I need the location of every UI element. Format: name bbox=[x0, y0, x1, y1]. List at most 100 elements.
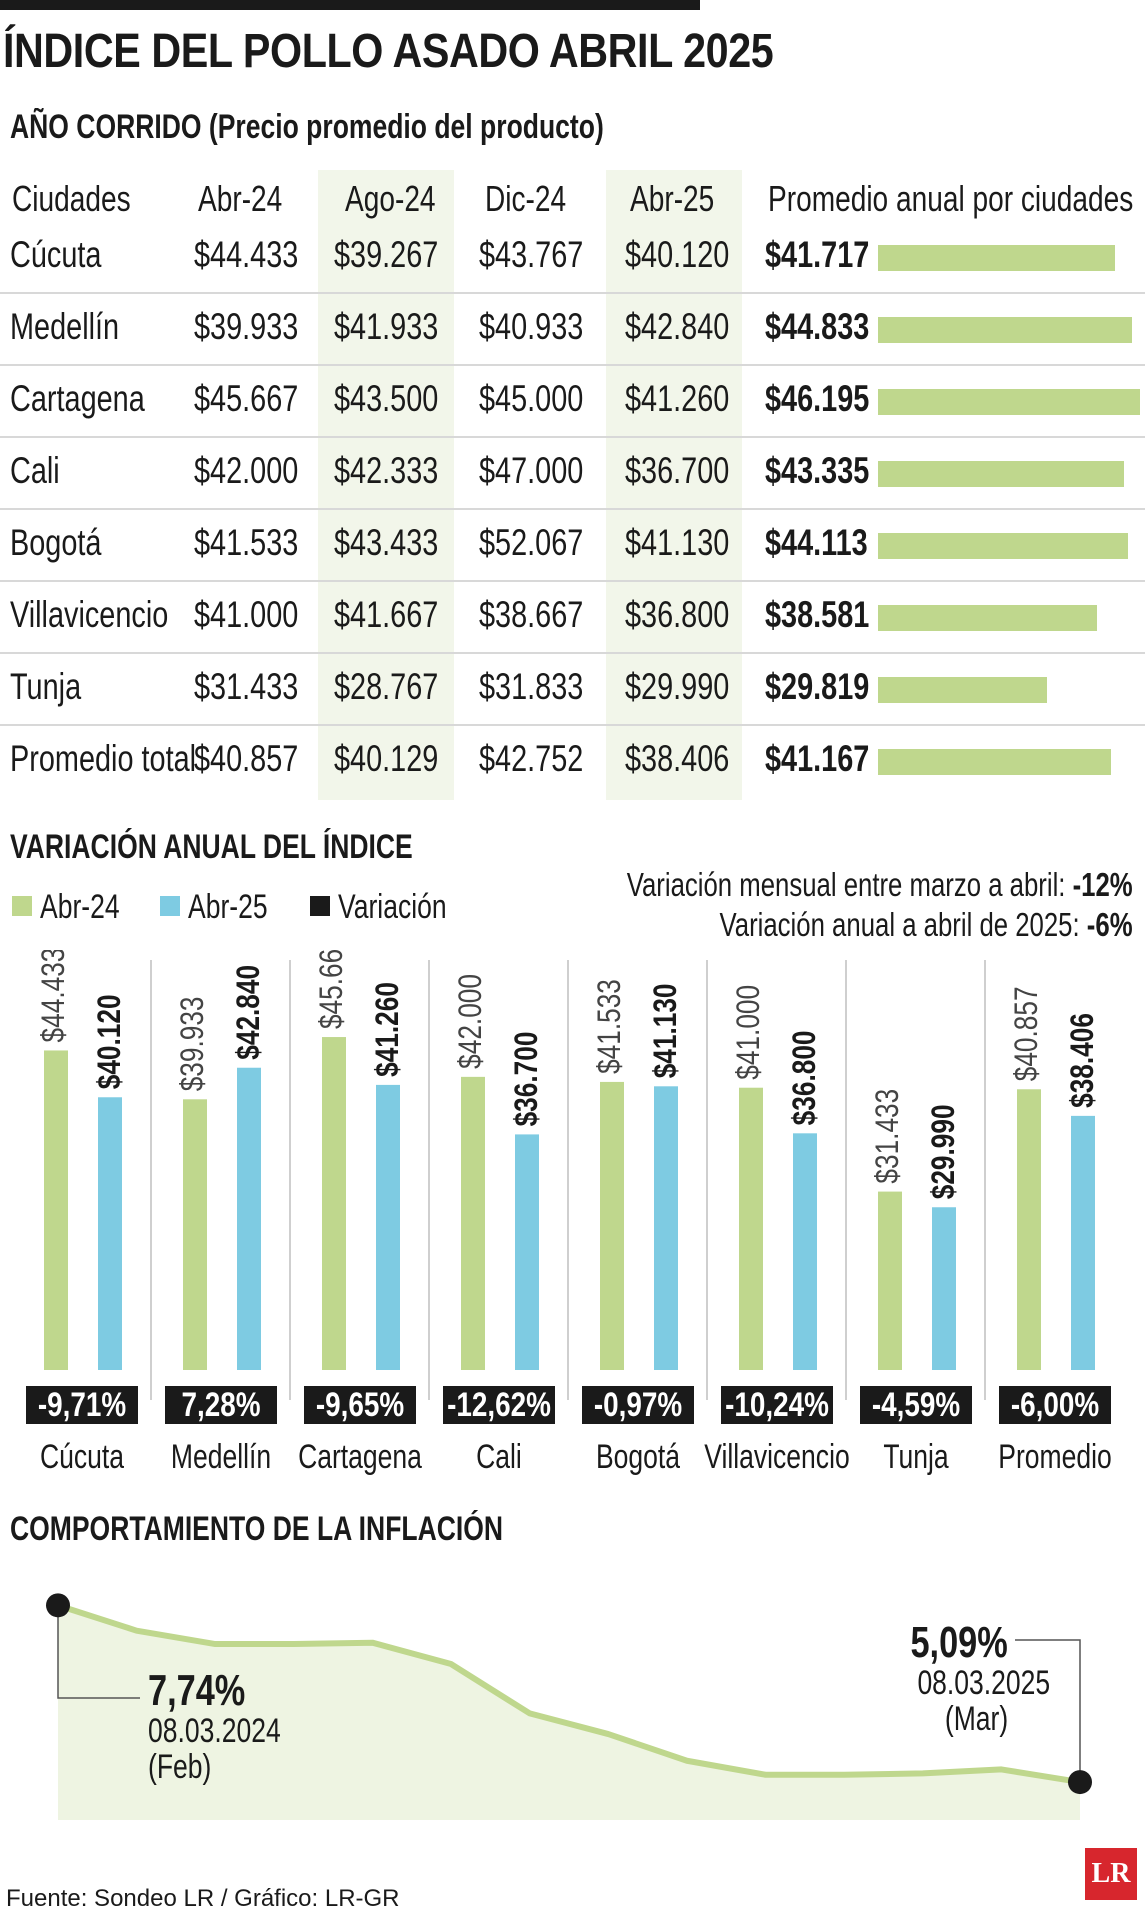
cell-avg: $46.195 bbox=[765, 378, 870, 419]
cell-avg: $41.717 bbox=[765, 234, 870, 275]
cell-dic24: $43.767 bbox=[479, 234, 584, 275]
cell-abr24: $40.857 bbox=[194, 738, 299, 779]
cell-abr24: $41.533 bbox=[194, 522, 299, 563]
category-label: Bogotá bbox=[596, 1438, 680, 1476]
cell-abr25: $41.260 bbox=[625, 378, 730, 419]
category-label: Promedio bbox=[998, 1438, 1111, 1476]
cell-dic24: $38.667 bbox=[479, 594, 584, 635]
bar-abr24 bbox=[1017, 1089, 1041, 1370]
variation-badge bbox=[165, 1386, 277, 1424]
category-label: Cali bbox=[476, 1438, 522, 1476]
header-ciudades: Ciudades bbox=[12, 178, 131, 219]
inflation-line bbox=[57, 1602, 1081, 1786]
cell-abr24: $39.933 bbox=[194, 306, 299, 347]
bar-abr24 bbox=[878, 1191, 902, 1370]
cell-abr25: $36.800 bbox=[625, 594, 730, 635]
variation-label: -6,00% bbox=[1011, 1385, 1099, 1423]
table-row: Cali $42.000 $42.333 $47.000 $36.700 $43… bbox=[0, 438, 1145, 510]
end-month: (Mar) bbox=[944, 1699, 1008, 1738]
table-row: Bogotá $41.533 $43.433 $52.067 $41.130 $… bbox=[0, 510, 1145, 582]
header-dic24: Dic-24 bbox=[485, 178, 567, 219]
bar-abr25 bbox=[654, 1086, 678, 1370]
bar-abr25 bbox=[376, 1084, 400, 1370]
end-point bbox=[1068, 1770, 1092, 1795]
variation-badge bbox=[721, 1386, 833, 1424]
label-abr24: $41.000 bbox=[732, 985, 767, 1080]
label-abr25: $36.800 bbox=[788, 1030, 823, 1125]
avg-bar bbox=[878, 317, 1132, 343]
cell-dic24: $47.000 bbox=[479, 450, 584, 491]
variation-label: -4,59% bbox=[872, 1385, 960, 1423]
bar-abr24 bbox=[44, 1050, 68, 1370]
variation-badge bbox=[443, 1386, 555, 1424]
label-abr24: $45.667 bbox=[315, 950, 350, 1029]
start-leader-line bbox=[57, 1605, 140, 1699]
category-label: Villavicencio bbox=[704, 1438, 849, 1476]
end-value: 5,09% bbox=[910, 1618, 1008, 1667]
cell-dic24: $45.000 bbox=[479, 378, 584, 419]
header-abr25: Abr-25 bbox=[630, 178, 715, 219]
row-divider bbox=[0, 508, 1145, 510]
cell-city: Medellín bbox=[10, 306, 120, 347]
cell-abr25: $41.130 bbox=[625, 522, 730, 563]
variation-badge bbox=[860, 1386, 972, 1424]
row-divider bbox=[0, 652, 1145, 654]
category-label: Tunja bbox=[883, 1438, 948, 1476]
avg-bar bbox=[878, 749, 1111, 775]
label-abr25: $36.700 bbox=[510, 1032, 545, 1127]
row-divider bbox=[0, 436, 1145, 438]
label-abr24: $41.533 bbox=[593, 979, 628, 1074]
variation-badge bbox=[26, 1386, 138, 1424]
cell-city: Cartagena bbox=[10, 378, 145, 419]
variation-label: 7,28% bbox=[181, 1385, 260, 1423]
cell-avg: $44.113 bbox=[765, 522, 868, 563]
cell-abr25: $29.990 bbox=[625, 666, 730, 707]
end-date: 08.03.2025 bbox=[917, 1664, 1051, 1703]
bar-abr25 bbox=[515, 1134, 539, 1370]
inflation-area-chart bbox=[46, 1593, 1092, 1820]
bar-abr25 bbox=[237, 1067, 261, 1370]
bar-abr24 bbox=[461, 1076, 485, 1370]
variation-title: VARIACIÓN ANUAL DEL ÍNDICE bbox=[10, 828, 413, 866]
label-abr25: $41.260 bbox=[371, 982, 406, 1077]
note-monthly: Variación mensual entre marzo a abril: -… bbox=[627, 866, 1133, 903]
bar-abr24 bbox=[322, 1037, 346, 1370]
bar-abr24 bbox=[739, 1087, 763, 1370]
cell-dic24: $40.933 bbox=[479, 306, 584, 347]
inflation-area bbox=[58, 1605, 1080, 1820]
row-divider bbox=[0, 724, 1145, 726]
cell-avg: $38.581 bbox=[765, 594, 870, 635]
cell-abr25: $36.700 bbox=[625, 450, 730, 491]
avg-bar bbox=[878, 461, 1124, 487]
header-ago24: Ago-24 bbox=[345, 178, 436, 219]
cell-ago24: $41.933 bbox=[334, 306, 439, 347]
cell-ago24: $42.333 bbox=[334, 450, 439, 491]
cell-city: Cúcuta bbox=[10, 234, 102, 275]
cell-abr24: $42.000 bbox=[194, 450, 299, 491]
bar-abr25 bbox=[932, 1207, 956, 1370]
variation-label: -9,65% bbox=[316, 1385, 404, 1423]
avg-bar bbox=[878, 245, 1115, 271]
row-divider bbox=[0, 580, 1145, 582]
legend-label: Abr-25 bbox=[188, 888, 268, 926]
top-rule bbox=[0, 0, 700, 10]
end-leader-line bbox=[1015, 1639, 1081, 1783]
source-footer: Fuente: Sondeo LR / Gráfico: LR-GR bbox=[6, 1885, 400, 1912]
cell-ago24: $43.433 bbox=[334, 522, 439, 563]
bar-abr24 bbox=[600, 1081, 624, 1370]
cell-abr24: $31.433 bbox=[194, 666, 299, 707]
legend-label: Abr-24 bbox=[40, 888, 120, 926]
cell-dic24: $42.752 bbox=[479, 738, 584, 779]
start-month: (Feb) bbox=[148, 1747, 212, 1786]
label-abr25: $41.130 bbox=[649, 983, 684, 1078]
cell-ago24: $40.129 bbox=[334, 738, 439, 779]
table-row: Tunja $31.433 $28.767 $31.833 $29.990 $2… bbox=[0, 654, 1145, 726]
table-row: Medellín $39.933 $41.933 $40.933 $42.840… bbox=[0, 294, 1145, 366]
start-value: 7,74% bbox=[148, 1666, 246, 1715]
inflation-start-annotation: 7,74% 08.03.2024 (Feb) bbox=[148, 1666, 318, 1786]
variation-label: -0,97% bbox=[594, 1385, 682, 1423]
cell-ago24: $43.500 bbox=[334, 378, 439, 419]
table-row: Promedio total $40.857 $40.129 $42.752 $… bbox=[0, 726, 1145, 798]
start-point bbox=[46, 1593, 70, 1618]
row-divider bbox=[0, 292, 1145, 294]
